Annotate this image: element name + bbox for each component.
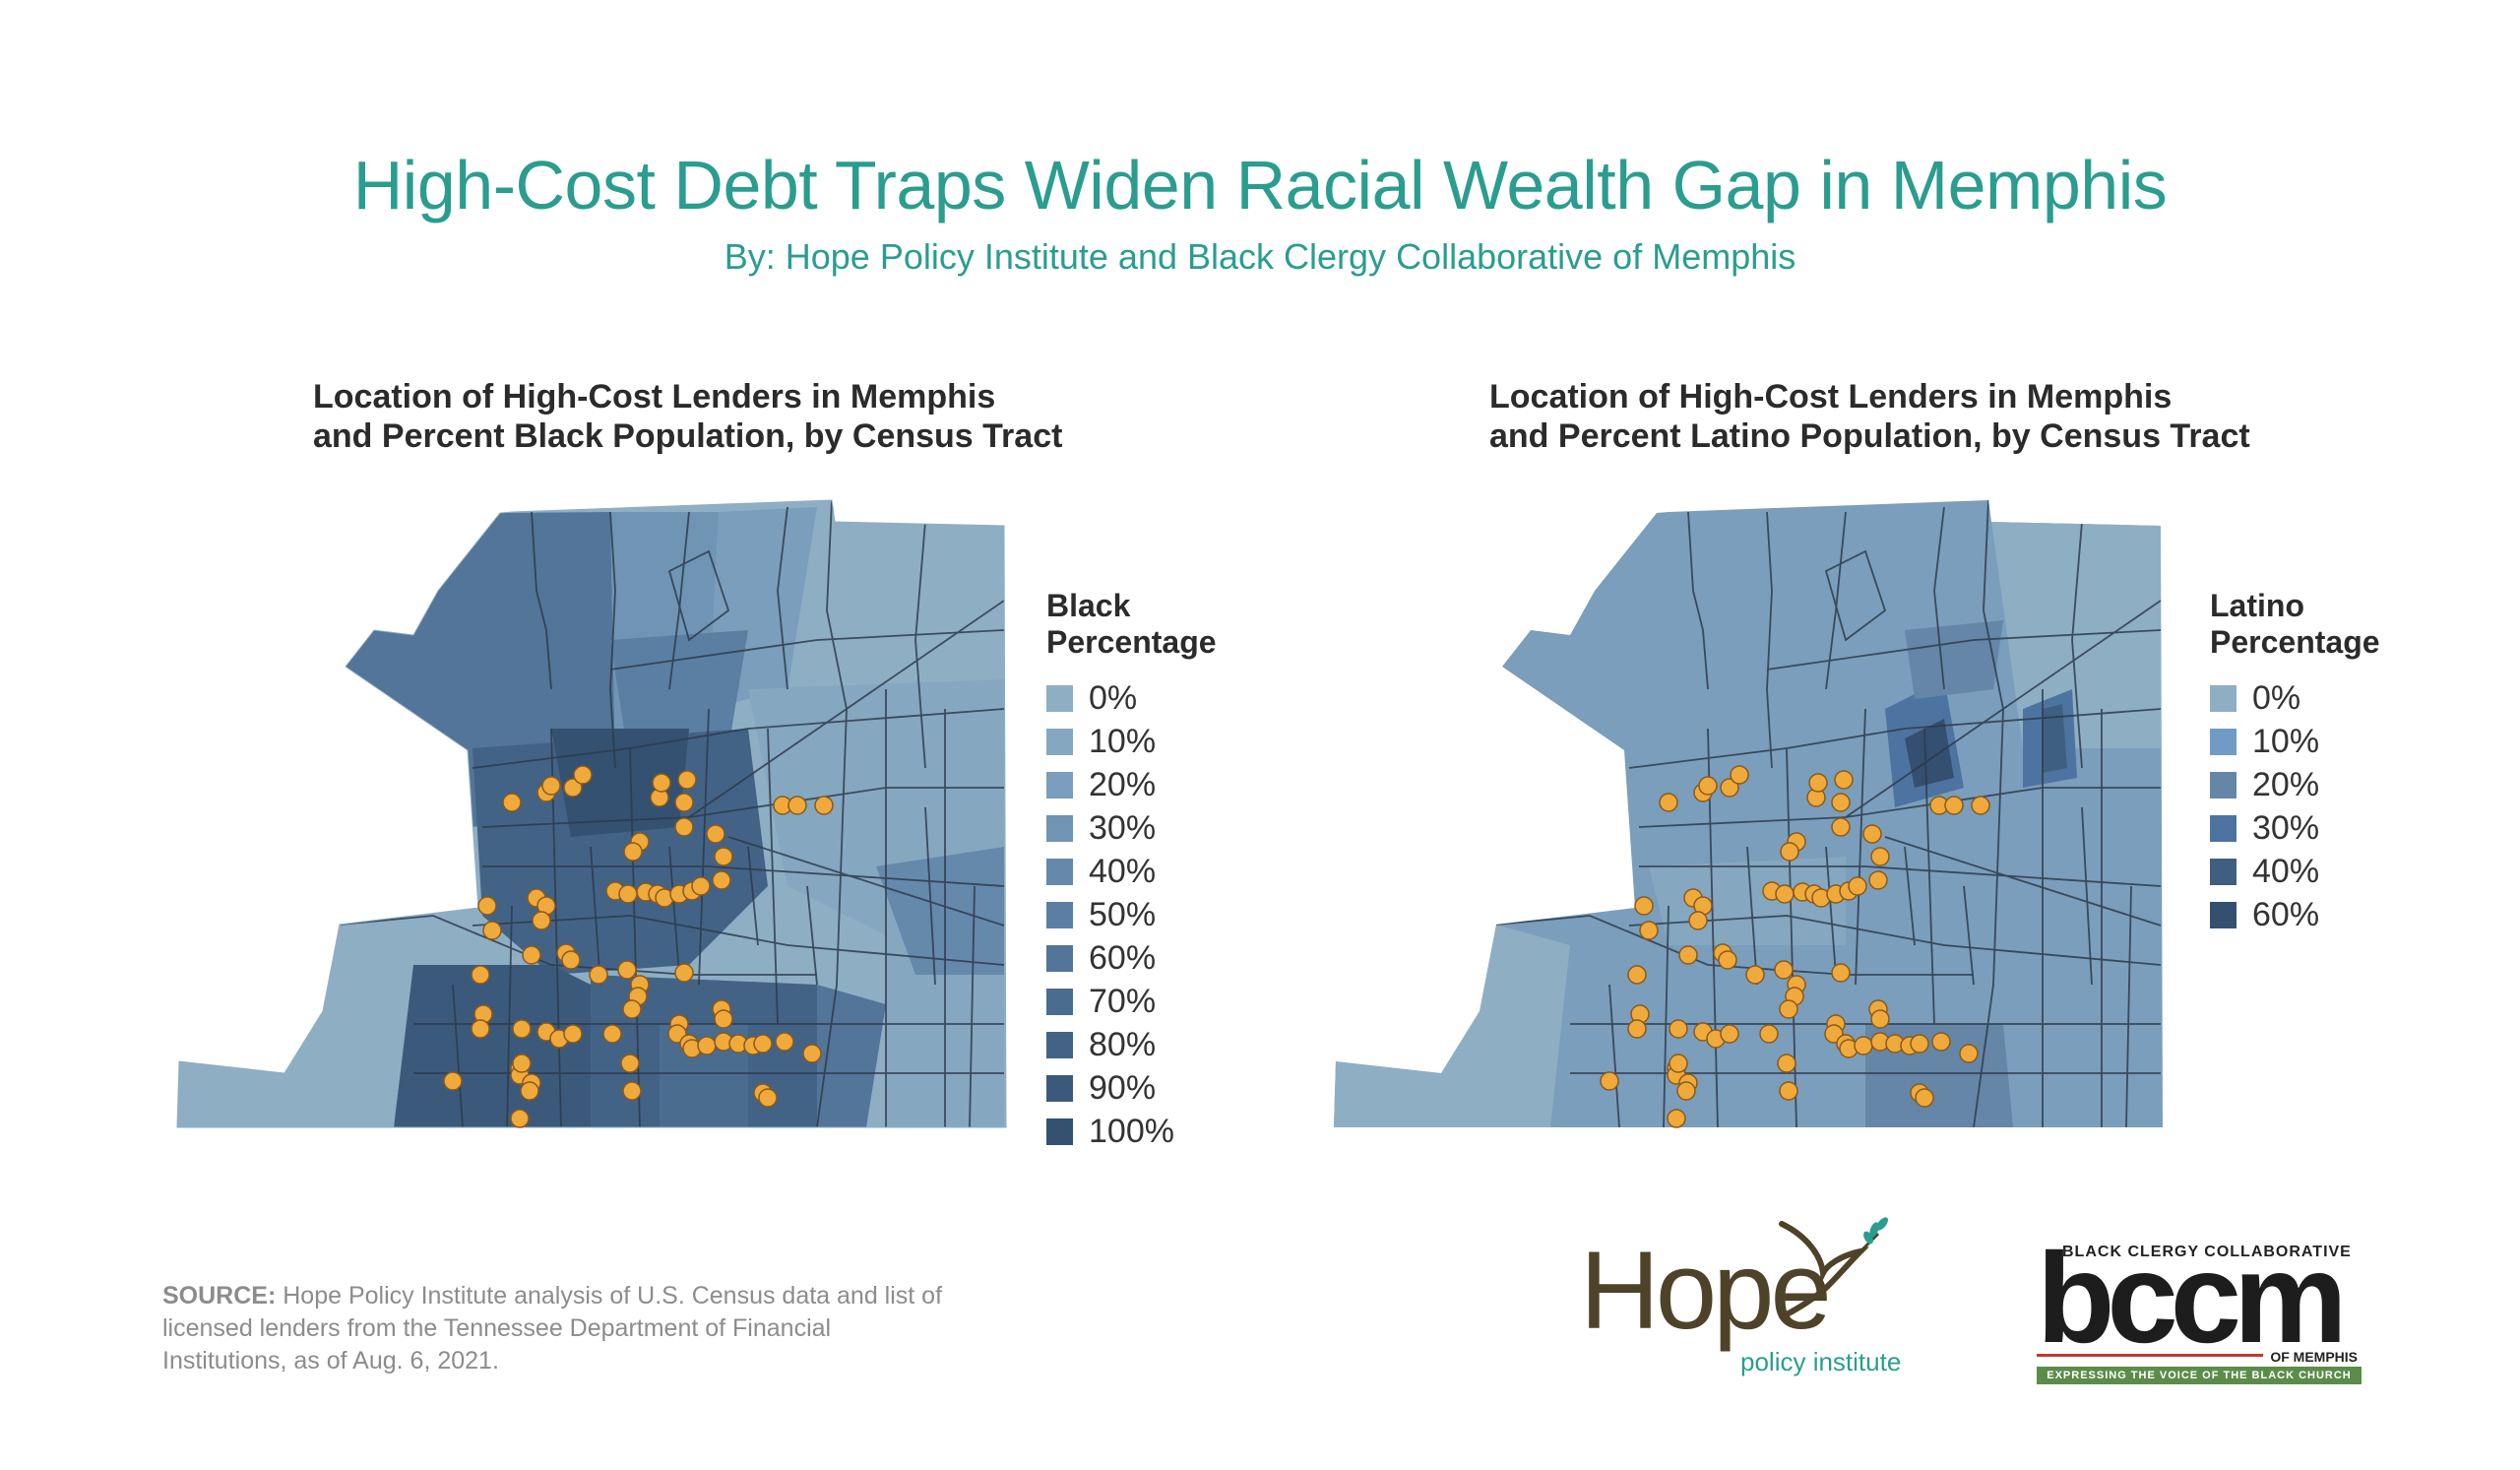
legend-swatch bbox=[2210, 684, 2236, 712]
legend-title-line2: Percentage bbox=[2210, 624, 2380, 660]
legend-swatch bbox=[1046, 858, 1073, 885]
black-map-title-line2: and Percent Black Population, by Census … bbox=[313, 417, 1063, 455]
legend-swatch bbox=[2210, 728, 2236, 755]
latino-map-title-line2: and Percent Latino Population, by Census… bbox=[1489, 417, 2250, 455]
legend-label: 70% bbox=[1089, 982, 1157, 1020]
legend-label: 0% bbox=[2252, 678, 2301, 717]
legend-item: 0% bbox=[1046, 676, 1217, 720]
legend-title-line2: Percentage bbox=[1046, 624, 1217, 660]
legend-label: 50% bbox=[1089, 895, 1157, 933]
legend-swatch bbox=[1046, 684, 1073, 712]
legend-item: 0% bbox=[2210, 676, 2380, 720]
legend-item: 90% bbox=[1046, 1066, 1217, 1110]
legend-label: 40% bbox=[1089, 852, 1157, 890]
legend-title: Latino Percentage bbox=[2210, 588, 2380, 661]
black-map-title-line1: Location of High-Cost Lenders in Memphis bbox=[313, 378, 996, 415]
lender-dots-right bbox=[1600, 765, 1990, 1128]
legend-item: 30% bbox=[2210, 806, 2380, 850]
legend-item: 30% bbox=[1046, 806, 1217, 850]
legend-swatch bbox=[2210, 814, 2236, 842]
legend-item: 10% bbox=[2210, 720, 2380, 763]
bccm-logo-word: bccm bbox=[2037, 1226, 2348, 1370]
bccm-logo-top-text: BLACK CLERGY COLLABORATIVE bbox=[2062, 1244, 2352, 1260]
legend-swatch bbox=[1046, 1031, 1073, 1058]
legend-label: 20% bbox=[1089, 765, 1157, 803]
black-population-map bbox=[176, 499, 1007, 1128]
bccm-red-divider bbox=[2037, 1354, 2263, 1357]
legend-label: 90% bbox=[1089, 1068, 1157, 1107]
legend-item: 20% bbox=[1046, 763, 1217, 806]
legend-label: 0% bbox=[1089, 678, 1138, 717]
legend-swatch bbox=[1046, 814, 1073, 842]
lender-dots-left bbox=[443, 765, 834, 1128]
bccm-logo-tagline: EXPRESSING THE VOICE OF THE BLACK CHURCH bbox=[2037, 1367, 2362, 1384]
source-note: SOURCE: Hope Policy Institute analysis o… bbox=[162, 1280, 950, 1377]
bccm-logo: bccm BLACK CLERGY COLLABORATIVE OF MEMPH… bbox=[2033, 1219, 2367, 1386]
legend-swatch bbox=[1046, 1074, 1073, 1102]
legend-item: 50% bbox=[1046, 893, 1217, 936]
legend-swatch bbox=[2210, 901, 2236, 928]
legend-label: 30% bbox=[1089, 808, 1157, 847]
source-text: Hope Policy Institute analysis of U.S. C… bbox=[162, 1282, 943, 1374]
legend-item: 20% bbox=[2210, 763, 2380, 806]
legend-item: 40% bbox=[2210, 850, 2380, 893]
legend-label: 40% bbox=[2252, 852, 2320, 890]
latino-percentage-legend: Latino Percentage 0% 10% 20% 30% 40% 60% bbox=[2210, 588, 2380, 936]
legend-item: 80% bbox=[1046, 1023, 1217, 1066]
legend-label: 20% bbox=[2252, 765, 2320, 803]
legend-label: 10% bbox=[1089, 722, 1157, 760]
legend-swatch bbox=[1046, 1118, 1073, 1145]
hope-logo-word: Hope bbox=[1580, 1229, 1832, 1352]
page-subtitle: By: Hope Policy Institute and Black Cler… bbox=[724, 236, 1796, 277]
latino-population-map bbox=[1334, 500, 2163, 1128]
legend-title-line1: Black bbox=[1046, 588, 1131, 623]
legend-item: 60% bbox=[2210, 893, 2380, 936]
black-map-title: Location of High-Cost Lenders in Memphis… bbox=[313, 377, 1062, 456]
hope-policy-institute-logo: Hope policy institute bbox=[1580, 1216, 1974, 1383]
latino-map-title: Location of High-Cost Lenders in Memphis… bbox=[1489, 377, 2250, 456]
legend-swatch bbox=[1046, 728, 1073, 755]
dove-icon bbox=[1779, 1217, 1888, 1317]
legend-swatch bbox=[1046, 901, 1073, 928]
legend-title-line1: Latino bbox=[2210, 588, 2304, 623]
legend-label: 60% bbox=[1089, 938, 1157, 977]
legend-label: 30% bbox=[2252, 808, 2320, 847]
legend-swatch bbox=[1046, 988, 1073, 1015]
latino-map-title-line1: Location of High-Cost Lenders in Memphis bbox=[1489, 378, 2173, 415]
legend-title: Black Percentage bbox=[1046, 588, 1217, 661]
legend-swatch bbox=[1046, 944, 1073, 972]
legend-item: 70% bbox=[1046, 980, 1217, 1023]
legend-item: 100% bbox=[1046, 1110, 1217, 1153]
legend-item: 60% bbox=[1046, 936, 1217, 980]
legend-item: 40% bbox=[1046, 850, 1217, 893]
page-title: High-Cost Debt Traps Widen Racial Wealth… bbox=[352, 147, 2168, 224]
source-label: SOURCE: bbox=[162, 1282, 277, 1310]
hope-logo-subtitle: policy institute bbox=[1740, 1347, 1902, 1376]
legend-label: 10% bbox=[2252, 722, 2320, 760]
legend-label: 100% bbox=[1089, 1112, 1174, 1150]
legend-item: 10% bbox=[1046, 720, 1217, 763]
legend-swatch bbox=[2210, 858, 2236, 885]
legend-swatch bbox=[1046, 771, 1073, 799]
legend-swatch bbox=[2210, 771, 2236, 799]
black-percentage-legend: Black Percentage 0% 10% 20% 30% 40% 50% … bbox=[1046, 588, 1217, 1153]
legend-label: 80% bbox=[1089, 1025, 1157, 1063]
legend-label: 60% bbox=[2252, 895, 2320, 933]
bccm-logo-of-memphis: OF MEMPHIS bbox=[2270, 1349, 2358, 1365]
